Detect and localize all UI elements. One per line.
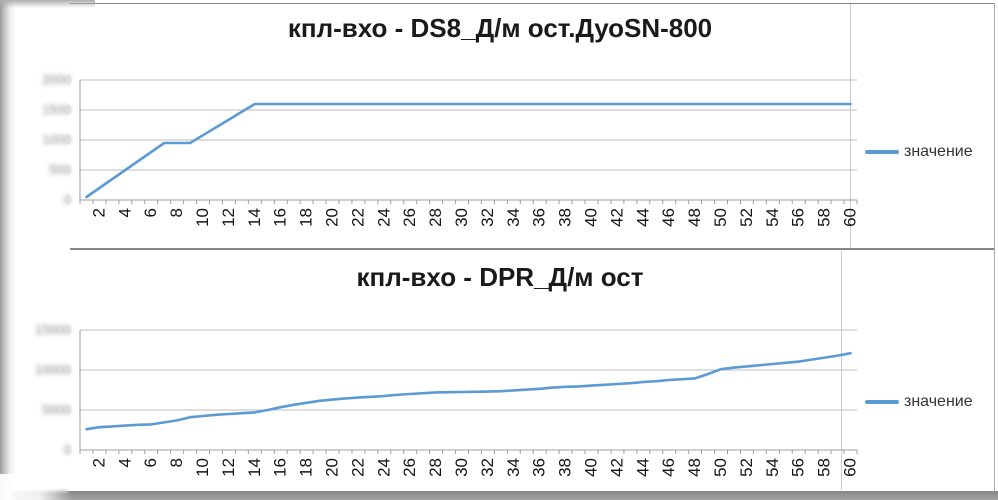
x-tick-label: 38 <box>556 208 575 227</box>
series-line <box>85 351 852 431</box>
panel-right-border <box>994 3 995 492</box>
x-tick-label: 56 <box>789 458 808 477</box>
legend-label: значение <box>904 143 973 160</box>
x-tick-label: 28 <box>426 458 445 477</box>
x-tick-label: 60 <box>841 208 860 227</box>
x-tick-label: 28 <box>426 208 445 227</box>
x-tick-label: 2 <box>89 458 108 467</box>
x-tick-label: 4 <box>115 208 134 217</box>
x-tick-label: 12 <box>219 208 238 227</box>
x-tick-label: 44 <box>633 208 652 227</box>
x-tick-label: 16 <box>271 458 290 477</box>
x-tick-label: 50 <box>711 458 730 477</box>
x-tick-label: 60 <box>841 458 860 477</box>
page-bottom-edge <box>0 491 998 500</box>
x-tick-label: 40 <box>582 458 601 477</box>
chart-title: кпл-вхо - DS8_Д/м ост.ДуоSN-800 <box>287 13 713 43</box>
x-tick-label: 32 <box>478 458 497 477</box>
x-tick-label: 34 <box>504 458 523 477</box>
x-tick-label: 4 <box>115 458 134 467</box>
x-tick-label: 46 <box>659 458 678 477</box>
x-tick-label: 48 <box>685 458 704 477</box>
cell-border-chart-1 <box>850 4 851 248</box>
x-tick-label: 8 <box>167 208 186 217</box>
x-tick-label: 38 <box>556 458 575 477</box>
x-tick-label: 6 <box>141 458 160 467</box>
legend-line-swatch <box>865 400 899 404</box>
x-tick-label: 18 <box>297 458 316 477</box>
x-tick-label: 22 <box>348 458 367 477</box>
x-tick-label: 26 <box>400 208 419 227</box>
x-tick-label: 42 <box>607 458 626 477</box>
chart-title: кпл-вхо - DPR_Д/м ост <box>356 262 644 292</box>
panel-top-border <box>70 3 995 4</box>
x-tick-label: 54 <box>763 458 782 477</box>
x-tick-label: 24 <box>374 458 393 477</box>
x-tick-label: 32 <box>478 208 497 227</box>
x-tick-label: 48 <box>685 208 704 227</box>
panel-divider <box>70 248 995 250</box>
x-tick-label: 36 <box>530 458 549 477</box>
x-tick-label: 10 <box>193 208 212 227</box>
x-tick-label: 52 <box>737 208 756 227</box>
legend: значение <box>865 393 995 411</box>
legend-line-swatch <box>865 150 899 154</box>
x-tick-label: 58 <box>815 458 834 477</box>
x-tick-label: 14 <box>245 458 264 477</box>
x-tick-label: 18 <box>297 208 316 227</box>
x-tick-label: 36 <box>530 208 549 227</box>
x-tick-label: 8 <box>167 458 186 467</box>
x-tick-label: 14 <box>245 208 264 227</box>
x-tick-label: 46 <box>659 208 678 227</box>
x-tick-label: 22 <box>348 208 367 227</box>
x-tick-label: 30 <box>452 458 471 477</box>
x-tick-label: 30 <box>452 208 471 227</box>
series-line <box>85 102 852 199</box>
legend-label: значение <box>904 393 973 410</box>
x-tick-label: 50 <box>711 208 730 227</box>
x-tick-label: 56 <box>789 208 808 227</box>
x-tick-label: 2 <box>89 208 108 217</box>
page-edge-top-left <box>0 0 95 8</box>
x-tick-label: 52 <box>737 458 756 477</box>
page-edge-left <box>0 0 16 500</box>
x-tick-label: 20 <box>323 208 342 227</box>
x-tick-label: 58 <box>815 208 834 227</box>
page-corner-bottom-left <box>0 474 72 500</box>
x-tick-label: 42 <box>607 208 626 227</box>
x-tick-label: 44 <box>633 458 652 477</box>
x-tick-label: 6 <box>141 208 160 217</box>
legend: значение <box>865 143 995 161</box>
x-tick-label: 20 <box>323 458 342 477</box>
x-tick-label: 10 <box>193 458 212 477</box>
plot-svg-dpr: 2 4 6 8 10 12 14 16 18 20 22 24 26 28 30 32 34 36 38 40 42 44… <box>35 322 860 477</box>
x-tick-label: 26 <box>400 458 419 477</box>
x-tick-label: 40 <box>582 208 601 227</box>
x-tick-label: 34 <box>504 208 523 227</box>
plot-svg-ds8: 2 4 6 8 10 12 14 16 18 20 22 24 26 28 30 32 34 36 38 40 42 44… <box>42 72 860 227</box>
x-tick-label: 12 <box>219 458 238 477</box>
x-tick-label: 16 <box>271 208 290 227</box>
x-tick-label: 54 <box>763 208 782 227</box>
x-tick-label: 24 <box>374 208 393 227</box>
